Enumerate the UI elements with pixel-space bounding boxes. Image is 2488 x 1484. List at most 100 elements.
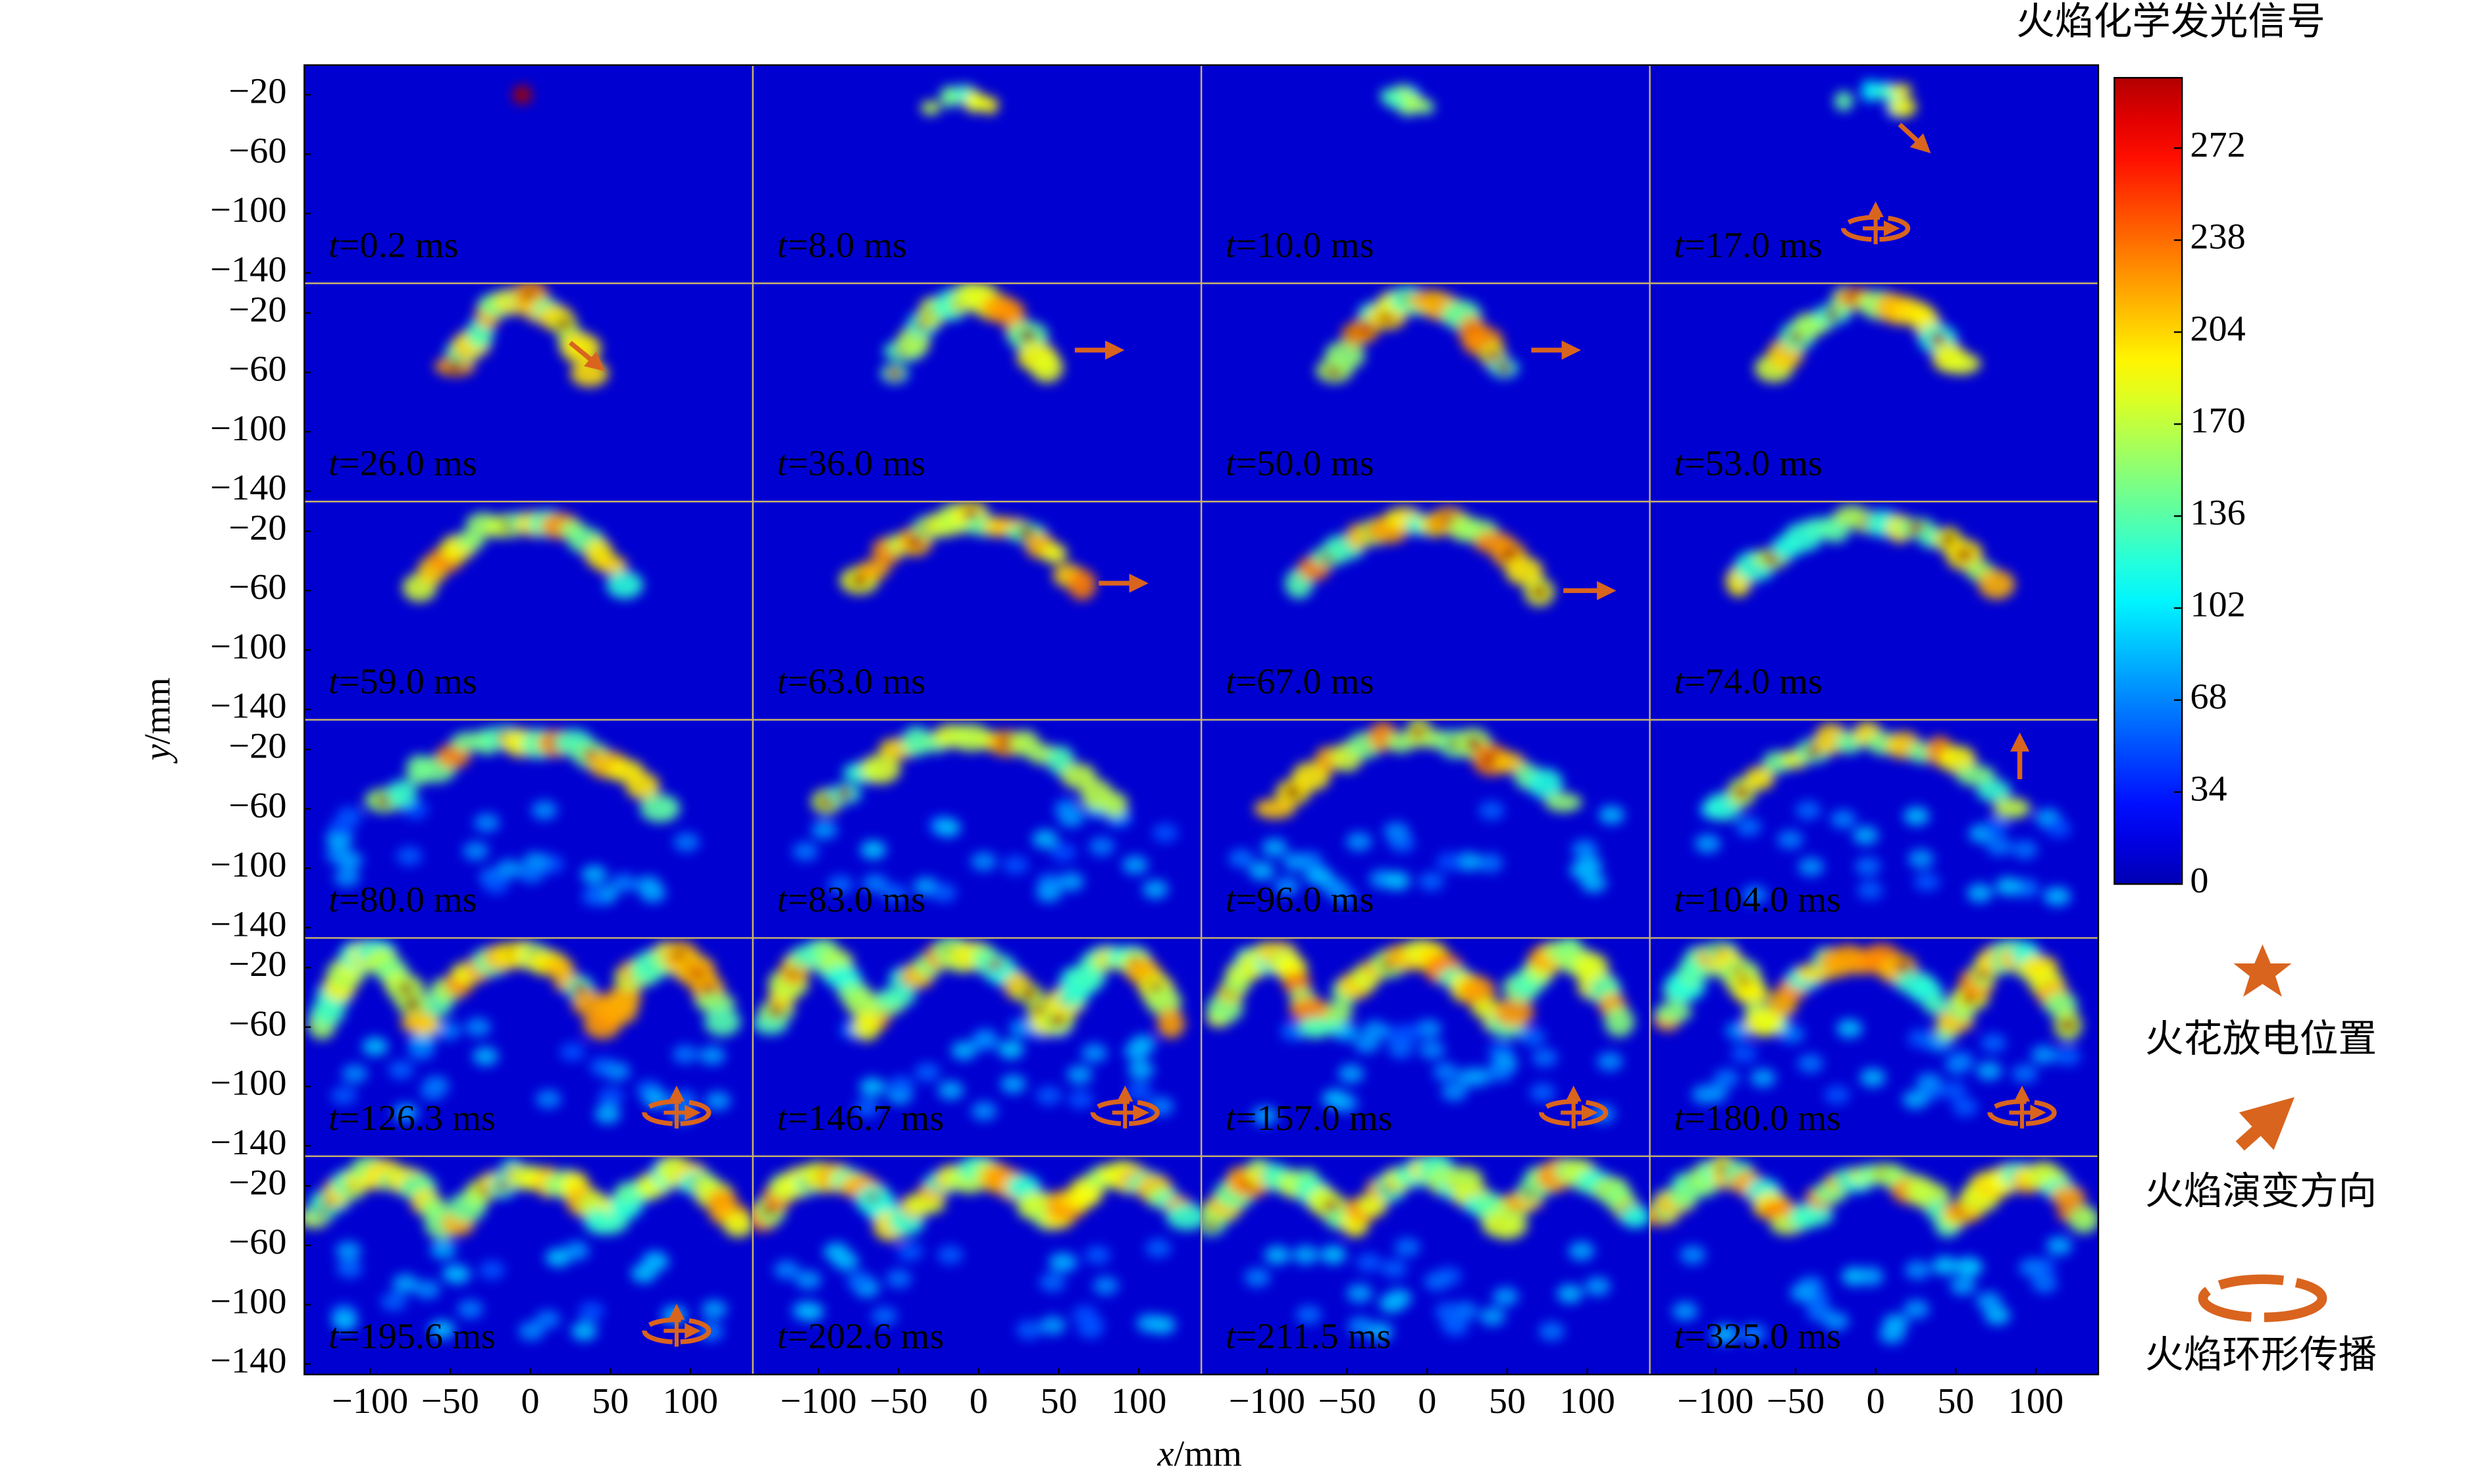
- time-label: t=80.0 ms: [328, 879, 477, 920]
- flame-blob: [392, 1273, 419, 1293]
- flame-blob: [1030, 352, 1064, 383]
- flame-image: [1201, 1156, 1650, 1342]
- colorbar: [2113, 76, 2183, 885]
- flame-blob: [1261, 838, 1287, 857]
- flame-blob: [1967, 883, 1993, 903]
- legend-label: 火花放电位置: [2145, 1016, 2377, 1061]
- x-tick-label: 0: [970, 1381, 988, 1422]
- legend-label: 火焰环形传播: [2145, 1332, 2377, 1377]
- flame-blob: [1041, 543, 1068, 564]
- flame-blobs: [1380, 84, 1435, 116]
- y-tick-label: −140: [210, 467, 286, 508]
- flame-blob: [429, 1319, 455, 1339]
- flame-blob: [1744, 766, 1775, 790]
- flame-blob: [1436, 852, 1463, 872]
- flame-blob: [392, 1103, 419, 1123]
- flame-blob: [479, 1260, 505, 1280]
- colorbar-tick-label: 272: [2190, 124, 2245, 165]
- flame-blob: [473, 1046, 499, 1066]
- flame-blob: [1952, 1097, 1979, 1117]
- flame-blob: [2054, 1046, 2081, 1066]
- time-label: t=146.7 ms: [777, 1098, 944, 1139]
- flame-blob: [1032, 829, 1058, 849]
- flame-blob: [998, 1040, 1024, 1060]
- flame-blob: [1016, 1320, 1043, 1340]
- flame-image: [1725, 505, 2015, 600]
- y-tick-label: −100: [210, 1063, 286, 1104]
- flame-blobs: [1653, 939, 2083, 1117]
- panel-background: [1649, 64, 2098, 284]
- flame-blob: [1084, 1245, 1110, 1265]
- flame-blob: [1944, 1055, 1971, 1075]
- flame-blob: [606, 571, 644, 599]
- flame-blob: [1680, 1245, 1706, 1265]
- flame-blob: [1501, 548, 1518, 561]
- flame-blob: [1384, 871, 1411, 890]
- flame-blob: [888, 1076, 914, 1096]
- flame-blob: [1730, 1044, 1757, 1063]
- flame-blobs: [304, 1156, 753, 1341]
- flame-blob: [844, 990, 877, 1017]
- flame-blob: [1655, 1002, 1692, 1023]
- flame-blob: [871, 1306, 898, 1326]
- x-tick-label: −50: [421, 1381, 479, 1422]
- y-tick-label: −20: [228, 71, 286, 112]
- flame-blob: [1950, 1276, 1976, 1296]
- panel-background: [1649, 501, 2098, 720]
- flame-blobs: [326, 725, 700, 906]
- flame-blob: [1146, 988, 1182, 1016]
- flame-blob: [1861, 80, 1879, 102]
- y-tick-label: −140: [210, 904, 286, 945]
- flame-blobs: [839, 501, 1097, 600]
- flame-blob: [1976, 1061, 2002, 1081]
- flame-blob: [408, 1040, 434, 1060]
- flame-blob: [496, 859, 523, 879]
- grid-frame: [303, 64, 2100, 1375]
- colorbar-tick-label: 68: [2190, 677, 2227, 717]
- flame-blob: [1531, 585, 1547, 599]
- flame-image: [792, 723, 1178, 903]
- y-tick-label: −100: [210, 408, 286, 449]
- legend-ring-icon: [2198, 1274, 2327, 1322]
- colorbar-tick-label: 34: [2190, 769, 2227, 809]
- flame-blob: [1694, 834, 1721, 854]
- flame-blob: [2045, 819, 2072, 838]
- x-tick-label: 50: [592, 1381, 629, 1422]
- x-tick-label: 0: [521, 1381, 539, 1422]
- flame-image: [1228, 719, 1624, 906]
- flame-blob: [1126, 1081, 1153, 1101]
- y-tick-label: −100: [210, 190, 286, 231]
- flame-blob: [446, 359, 463, 373]
- flame-image: [920, 84, 999, 116]
- flame-blob: [403, 997, 421, 1010]
- flame-blob: [531, 800, 557, 820]
- legend-star-icon: [2233, 944, 2292, 997]
- flame-blob: [856, 560, 890, 580]
- x-tick-label: 50: [1040, 1381, 1077, 1422]
- flame-blob: [1478, 801, 1505, 821]
- flame-blob: [1797, 1054, 1824, 1073]
- flame-blobs: [434, 283, 609, 387]
- flame-blob: [1156, 1009, 1185, 1038]
- flame-blob: [625, 772, 660, 800]
- panel-background: [1201, 719, 1650, 938]
- flame-blob: [1855, 857, 1881, 876]
- flame-blob: [570, 360, 609, 387]
- flame-blobs: [1754, 286, 1981, 383]
- flame-blobs: [752, 938, 1185, 1121]
- x-tick-label: −50: [1318, 1381, 1376, 1422]
- flame-blob: [1320, 1245, 1347, 1265]
- flame-blob: [1916, 1072, 1942, 1092]
- time-label: t=157.0 ms: [1226, 1098, 1393, 1139]
- panel-background: [752, 501, 1202, 720]
- flame-blob: [1356, 1253, 1382, 1272]
- flame-blob: [1713, 1069, 1740, 1088]
- x-tick-label: 100: [1559, 1381, 1615, 1422]
- flame-blob: [1834, 91, 1853, 111]
- flame-blob: [1733, 786, 1750, 799]
- flame-blob: [342, 1064, 368, 1084]
- x-axis-label: x/mm: [1157, 1433, 1242, 1474]
- flame-blob: [1538, 1321, 1565, 1341]
- flame-image: [839, 501, 1097, 600]
- flame-blob: [430, 1240, 456, 1260]
